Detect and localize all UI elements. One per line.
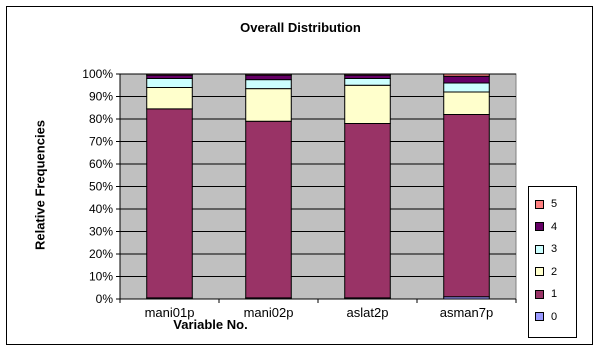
y-tick-label: 70% (89, 135, 113, 149)
x-tick-label: asman7p (440, 305, 493, 320)
legend-item-1: 1 (535, 287, 557, 301)
legend-swatch (535, 199, 544, 209)
legend-item-2: 2 (535, 265, 557, 279)
legend-item-0: 0 (535, 310, 557, 324)
bar-segment-1 (344, 123, 391, 299)
x-tick-label: aslat2p (347, 305, 389, 320)
x-axis-label: Variable No. (173, 317, 248, 332)
y-tick-label: 10% (89, 270, 113, 284)
legend-swatch (535, 222, 544, 231)
legend-label: 3 (551, 243, 558, 255)
legend-swatch (535, 289, 544, 299)
legend-item-5: 5 (535, 197, 557, 211)
y-tick-label: 50% (89, 180, 113, 194)
bar-segment-4 (146, 74, 193, 79)
bar-segment-2 (146, 87, 193, 110)
legend-label: 5 (551, 198, 558, 210)
bar-segment-2 (443, 91, 490, 115)
bar-segment-3 (344, 78, 391, 86)
legend-item-3: 3 (535, 242, 557, 256)
legend-item-4: 4 (535, 220, 557, 234)
bar-segment-5 (245, 73, 292, 76)
bar-segment-5 (344, 73, 391, 76)
y-tick-label: 20% (89, 247, 113, 261)
y-tick-label: 60% (89, 157, 113, 171)
bar-segment-5 (443, 73, 490, 77)
legend-label: 4 (551, 220, 558, 233)
bar-segment-1 (443, 114, 490, 298)
bar-segment-3 (443, 82, 490, 93)
bar-segment-3 (146, 78, 193, 88)
y-tick-label: 0% (96, 292, 114, 306)
legend-label: 2 (551, 265, 558, 278)
y-tick-label: 30% (89, 225, 113, 239)
chart-title: Overall Distribution (240, 20, 361, 35)
x-tick-label: mani02p (244, 305, 294, 320)
bar-segment-2 (344, 84, 391, 124)
legend-swatch (535, 244, 544, 254)
bar-segment-1 (146, 108, 193, 299)
bar-segment-5 (146, 73, 193, 76)
y-tick-label: 40% (89, 202, 113, 216)
bar-segment-4 (245, 74, 292, 81)
y-tick-label: 100% (82, 67, 113, 81)
legend-label: 1 (551, 288, 558, 300)
legend-swatch (535, 312, 544, 321)
legend-swatch (535, 267, 544, 276)
legend: 5 4 3 2 1 0 (528, 186, 577, 338)
x-tick-label: mani01p (145, 305, 195, 320)
bar-segment-3 (245, 79, 292, 90)
bar-segment-4 (443, 75, 490, 84)
legend-label: 0 (551, 310, 558, 323)
y-tick-label: 90% (89, 90, 113, 104)
bar-segment-4 (344, 74, 391, 79)
bar-segment-2 (245, 88, 292, 122)
y-tick-label: 80% (89, 112, 113, 126)
bar-segment-1 (245, 120, 292, 299)
